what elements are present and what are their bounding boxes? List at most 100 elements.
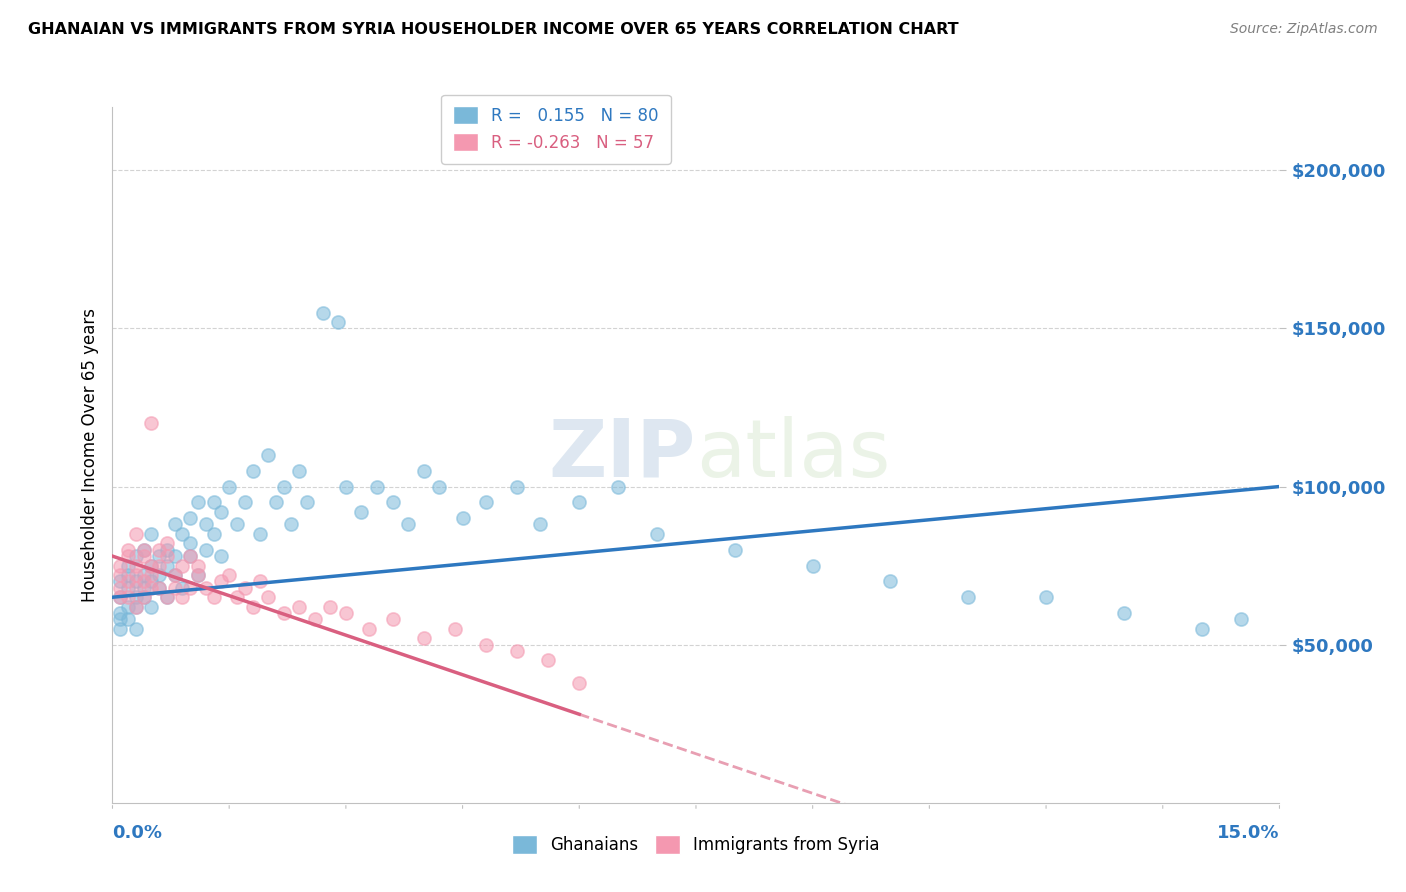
Point [202,495,225,509]
Point [257,591,280,605]
Point [194,542,217,557]
Point [132,591,155,605]
Point [125,599,148,614]
Point [264,495,287,509]
Point [233,495,256,509]
Text: atlas: atlas [696,416,890,494]
Point [163,568,186,582]
Point [242,464,264,478]
Point [125,527,148,541]
Point [132,549,155,563]
Point [163,549,186,563]
Point [506,479,529,493]
Point [117,581,139,595]
Point [381,495,404,509]
Point [506,644,529,658]
Point [148,542,170,557]
Point [125,622,148,636]
Point [156,536,179,550]
Point [172,558,194,573]
Point [326,315,349,329]
Point [249,527,271,541]
Point [110,606,132,620]
Point [311,305,333,319]
Point [141,574,163,589]
Point [156,549,179,563]
Point [1191,622,1213,636]
Point [141,568,163,582]
Text: GHANAIAN VS IMMIGRANTS FROM SYRIA HOUSEHOLDER INCOME OVER 65 YEARS CORRELATION C: GHANAIAN VS IMMIGRANTS FROM SYRIA HOUSEH… [28,22,959,37]
Point [148,549,170,563]
Point [163,517,186,532]
Point [141,558,163,573]
Point [125,599,148,614]
Point [226,591,249,605]
Point [304,612,326,626]
Point [1035,591,1057,605]
Point [110,558,132,573]
Point [110,622,132,636]
Point [359,622,381,636]
Point [125,549,148,563]
Point [117,568,139,582]
Point [249,574,271,589]
Point [179,511,201,525]
Point [179,549,201,563]
Point [288,599,311,614]
Point [427,479,450,493]
Point [141,599,163,614]
Point [645,527,668,541]
Point [156,591,179,605]
Point [319,599,342,614]
Point [1112,606,1135,620]
Text: Source: ZipAtlas.com: Source: ZipAtlas.com [1230,22,1378,37]
Point [172,581,194,595]
Point [187,558,209,573]
Point [117,612,139,626]
Point [125,558,148,573]
Point [125,581,148,595]
Point [202,527,225,541]
Point [273,606,295,620]
Point [110,581,132,595]
Point [396,517,419,532]
Point [1229,612,1251,626]
Point [148,568,170,582]
Text: 0.0%: 0.0% [112,823,163,841]
Point [280,517,302,532]
Point [179,581,201,595]
Point [117,542,139,557]
Point [273,479,295,493]
Point [117,558,139,573]
Point [117,599,139,614]
Point [366,479,388,493]
Point [163,568,186,582]
Point [148,581,170,595]
Point [233,581,256,595]
Point [475,495,498,509]
Point [288,464,311,478]
Point [209,574,232,589]
Point [295,495,318,509]
Point [218,479,240,493]
Point [132,542,155,557]
Point [156,542,179,557]
Point [132,574,155,589]
Point [529,517,551,532]
Y-axis label: Householder Income Over 65 years: Householder Income Over 65 years [80,308,98,602]
Point [141,417,163,431]
Point [350,505,373,519]
Point [110,612,132,626]
Point [156,591,179,605]
Point [568,675,591,690]
Point [412,632,434,646]
Point [202,591,225,605]
Point [117,591,139,605]
Point [110,591,132,605]
Point [117,574,139,589]
Point [957,591,980,605]
Point [607,479,630,493]
Point [335,606,357,620]
Point [451,511,474,525]
Point [537,653,560,667]
